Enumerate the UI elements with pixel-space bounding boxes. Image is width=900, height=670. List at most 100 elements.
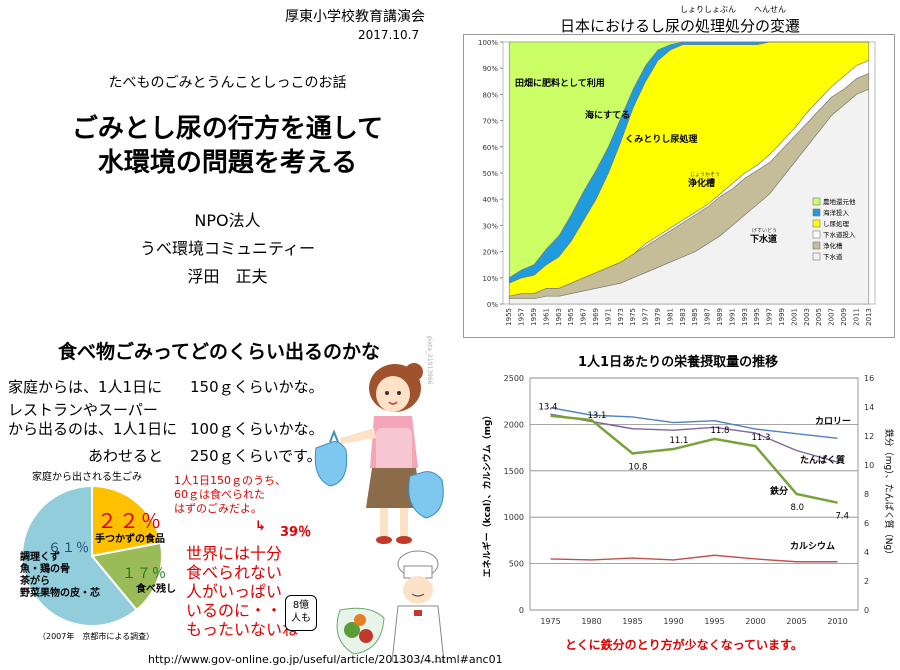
area-legend-swatch — [812, 241, 821, 250]
line-ytick-label: 2500 — [504, 374, 524, 383]
area-xtick-label: 1997 — [766, 308, 774, 326]
area-legend-swatch — [812, 197, 821, 206]
area-legend-label: 海洋投入 — [823, 208, 850, 217]
pie-label-pct-2: １７％ — [122, 566, 167, 582]
org-name: うべ環境コミュニティー — [139, 239, 316, 258]
line-xtick-label: 2010 — [827, 617, 847, 626]
line-series-1 — [550, 407, 838, 440]
line-plot-bg — [529, 377, 859, 611]
area-legend-swatch — [812, 230, 821, 239]
line-y2tick-label: 10 — [864, 461, 874, 470]
line-ytick-label: 2000 — [504, 420, 524, 429]
line-data-label: 13.1 — [588, 411, 607, 421]
line-xtick-label: 2005 — [786, 617, 806, 626]
line-y2tick-label: 16 — [864, 374, 874, 383]
pie-label-pct-3: ６１％ — [48, 541, 91, 556]
leftover-note: 1人1日150ｇのうち、 60ｇは食べられた はずのごみだよ。 — [174, 474, 286, 515]
line-xtick-label: 1975 — [540, 617, 560, 626]
pie-label-2: 食べ残し — [136, 584, 176, 595]
line-data-label: 11.3 — [752, 433, 771, 443]
area-legend-label: 下水道投入 — [823, 230, 856, 239]
line-series-4 — [550, 554, 838, 563]
hunger-message: 世界には十分 食べられない 人がいっぱい いるのに・・・ もったいないね — [186, 544, 299, 639]
area-legend-label: 浄化槽 — [823, 241, 843, 250]
line-chart-title: 1人1日あたりの栄養摂取量の推移 — [578, 355, 779, 370]
area-legend-label: し尿処理 — [823, 219, 850, 228]
line-chart-footer-note: とくに鉄分のとり方が少なくなっています。 — [565, 638, 803, 652]
pie-title: 家庭から出される生ごみ — [32, 472, 142, 483]
line-series-name: たんぱく質 — [800, 454, 845, 466]
pie-label-pct-1: ２２％ — [97, 509, 163, 533]
line-xtick-label: 2000 — [745, 617, 765, 626]
area-xtick-label: 1967 — [580, 308, 588, 326]
line-xtick-label: 1995 — [704, 617, 724, 626]
area-xtick-label: 1965 — [567, 308, 575, 326]
area-xtick-label: 2005 — [815, 308, 823, 326]
area-chart: 0% 10% 20% 30% 40% 50% 60% 70% 80% 90% 100% 1955 195… — [463, 34, 895, 338]
line-y2tick-label: 4 — [864, 548, 869, 557]
event-date: 2017.10.7 — [358, 28, 420, 42]
line-y2tick-label: 2 — [864, 577, 869, 586]
area-legend-swatch — [812, 252, 821, 261]
title-line-1: ごみとし尿の行方を通して — [71, 114, 384, 144]
waste-heading: 食べ物ごみってどのくらい出るのかな — [58, 341, 381, 363]
area-xtick-label: 2009 — [840, 308, 848, 326]
line-data-label: 10.8 — [629, 462, 648, 472]
line-data-label: 13.4 — [539, 403, 558, 413]
area-xtick-label: 1955 — [505, 308, 513, 326]
area-xtick-label: 1993 — [741, 308, 749, 326]
area-ytick-label: 70% — [482, 118, 498, 126]
area-xtick-label: 2007 — [828, 308, 836, 326]
line-xtick-label: 1980 — [581, 617, 601, 626]
area-series-6 — [508, 41, 869, 279]
area-legend-swatch — [812, 208, 821, 217]
area-ytick-label: 50% — [482, 170, 498, 178]
area-ytick-label: 10% — [482, 275, 498, 283]
line-ylabel: エネルギー（kcal）、カルシウム（mg） — [481, 411, 493, 578]
source-url-link[interactable]: http://www.gov-online.go.jp/useful/artic… — [148, 653, 503, 666]
area-xtick-label: 2003 — [803, 308, 811, 326]
area-xtick-label: 1989 — [716, 308, 724, 326]
area-annotation-ruby: げすいどう — [752, 227, 777, 234]
waste-line2: レストランやスーパー — [8, 401, 158, 419]
line-y2tick-label: 8 — [864, 490, 869, 499]
area-ytick-label: 30% — [482, 222, 498, 230]
line-xtick-label: 1985 — [622, 617, 642, 626]
woman-with-trash-bags-illustration — [314, 363, 444, 544]
event-name: 厚東小学校教育講演会 — [285, 9, 425, 25]
chef-with-food-bag-illustration — [336, 550, 445, 662]
area-xtick-label: 1981 — [666, 308, 674, 326]
waste-line4-b: 250ｇくらいです。 — [190, 447, 322, 465]
area-xtick-label: 1979 — [654, 308, 662, 326]
waste-line3-a: から出るのは、1人1日に — [8, 420, 178, 438]
area-chart-title: 日本におけるし尿の処理処分の変遷 — [560, 17, 801, 35]
line-ytick-label: 0 — [519, 606, 524, 615]
area-annotation-ruby: じょうかそう — [690, 171, 720, 178]
line-series-3 — [550, 414, 838, 504]
area-xtick-label: 1963 — [555, 308, 563, 326]
area-xtick-label: 1983 — [679, 308, 687, 326]
line-series-name: カロリー — [815, 416, 851, 427]
waste-line3-b: 100ｇくらいかな。 — [190, 420, 324, 438]
waste-line4-a: あわせると — [88, 447, 164, 465]
area-ytick-label: 40% — [482, 196, 498, 204]
pie-slice-1 — [91, 484, 162, 558]
waste-line1-a: 家庭からは、1人1日に — [8, 378, 163, 396]
area-xtick-label: 1991 — [728, 308, 736, 326]
area-ytick-label: 80% — [482, 91, 498, 99]
area-legend-label: 下水道 — [823, 252, 843, 261]
area-xtick-label: 1957 — [518, 308, 526, 326]
area-legend-label: 農地還元他 — [823, 197, 856, 206]
area-ytick-label: 20% — [482, 249, 498, 257]
area-xtick-label: 1961 — [542, 308, 550, 326]
area-annotation: 海にすてる — [585, 109, 630, 121]
line-y2tick-label: 14 — [864, 403, 874, 412]
line-series-name: カルシウム — [790, 541, 835, 552]
area-ytick-label: 100% — [478, 39, 498, 47]
area-annotation: 田畑に肥料として利用 — [515, 77, 605, 89]
line-ytick-label: 500 — [509, 560, 524, 569]
arrow-icon: ↳ — [255, 519, 266, 534]
area-ytick-label: 0% — [487, 301, 498, 309]
speech-bubble: 8億 人も — [285, 595, 317, 631]
line-y2label: 鉄分（mg）、たんぱく質（Ng） — [883, 429, 895, 559]
